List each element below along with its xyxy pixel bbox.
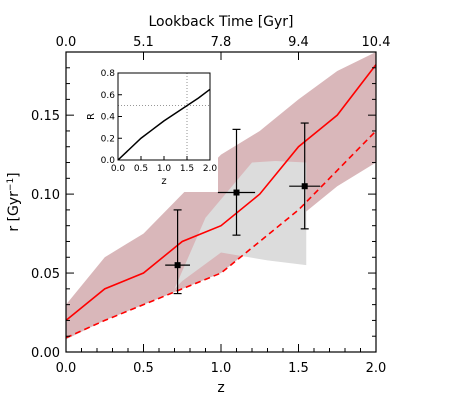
inset-y-tick-label: 0.8	[101, 69, 116, 79]
top-tick-label: 7.8	[211, 35, 232, 50]
top-axis-label: Lookback Time [Gyr]	[148, 14, 293, 30]
inset-x-tick-label: 0.5	[134, 164, 148, 174]
main-points	[165, 122, 321, 295]
y-axis-label-main: r [Gyr	[6, 191, 22, 232]
inset-tick-labels: 0.0 0.5 1.0 1.5 2.0 0.0 0.2 0.4 0.6 0.8	[101, 69, 218, 174]
model-band	[66, 52, 376, 340]
inset-ticks	[117, 72, 211, 161]
data-point-group	[165, 209, 190, 295]
inset-x-tick-label: 0.0	[111, 164, 126, 174]
x-tick-label: 2.0	[366, 361, 387, 376]
inset-chart	[117, 73, 211, 161]
y-tick-label: 0.00	[31, 346, 60, 361]
y-tick-label: 0.10	[31, 188, 60, 203]
y-tick-label: 0.15	[31, 109, 60, 124]
inset-x-tick-label: 2.0	[203, 164, 218, 174]
inset-y-tick-label: 0.6	[101, 91, 116, 101]
x-tick-label: 1.0	[211, 361, 232, 376]
main-bands	[66, 52, 376, 340]
inset-line	[117, 88, 211, 161]
top-tick-label: 9.4	[288, 35, 309, 50]
x-tick-label: 0.0	[56, 361, 77, 376]
inset-y-tick-label: 0.2	[101, 134, 115, 144]
inset-y-tick-label: 0.4	[101, 113, 116, 123]
data-point	[233, 189, 240, 196]
axis-ticks	[65, 52, 377, 353]
x-tick-label: 1.5	[288, 361, 309, 376]
inset-x-tick-label: 1.0	[157, 164, 172, 174]
main-lines	[65, 64, 377, 339]
inset-y-axis-label: R	[86, 113, 97, 120]
inset-x-axis-label: z	[161, 176, 166, 187]
model-line-solid	[65, 64, 377, 322]
y-axis-label: r [Gyr−1]	[6, 172, 22, 231]
y-axis-label-exponent: −1	[6, 178, 16, 191]
x-axis-label: z	[217, 380, 224, 396]
data-point	[174, 262, 181, 269]
top-tick-label: 0.0	[56, 35, 77, 50]
y-tick-label: 0.05	[31, 267, 60, 282]
top-tick-label: 10.4	[362, 35, 391, 50]
top-tick-label: 5.1	[133, 35, 154, 50]
inset-background	[84, 67, 218, 192]
x-tick-label: 0.5	[133, 361, 154, 376]
axis-tick-labels: 0.0 0.5 1.0 1.5 2.0 0.0 5.1 7.8 9.4 10.4 0.00 0.05 0…	[31, 35, 390, 376]
inset-x-tick-label: 1.5	[180, 164, 194, 174]
data-point-group	[289, 122, 321, 230]
observed-band	[174, 160, 307, 289]
model-line-dashed	[65, 130, 377, 339]
data-point-group	[217, 128, 256, 236]
data-point	[301, 183, 308, 190]
y-axis-label-close: ]	[6, 172, 22, 177]
inset-y-tick-label: 0.0	[101, 156, 116, 166]
